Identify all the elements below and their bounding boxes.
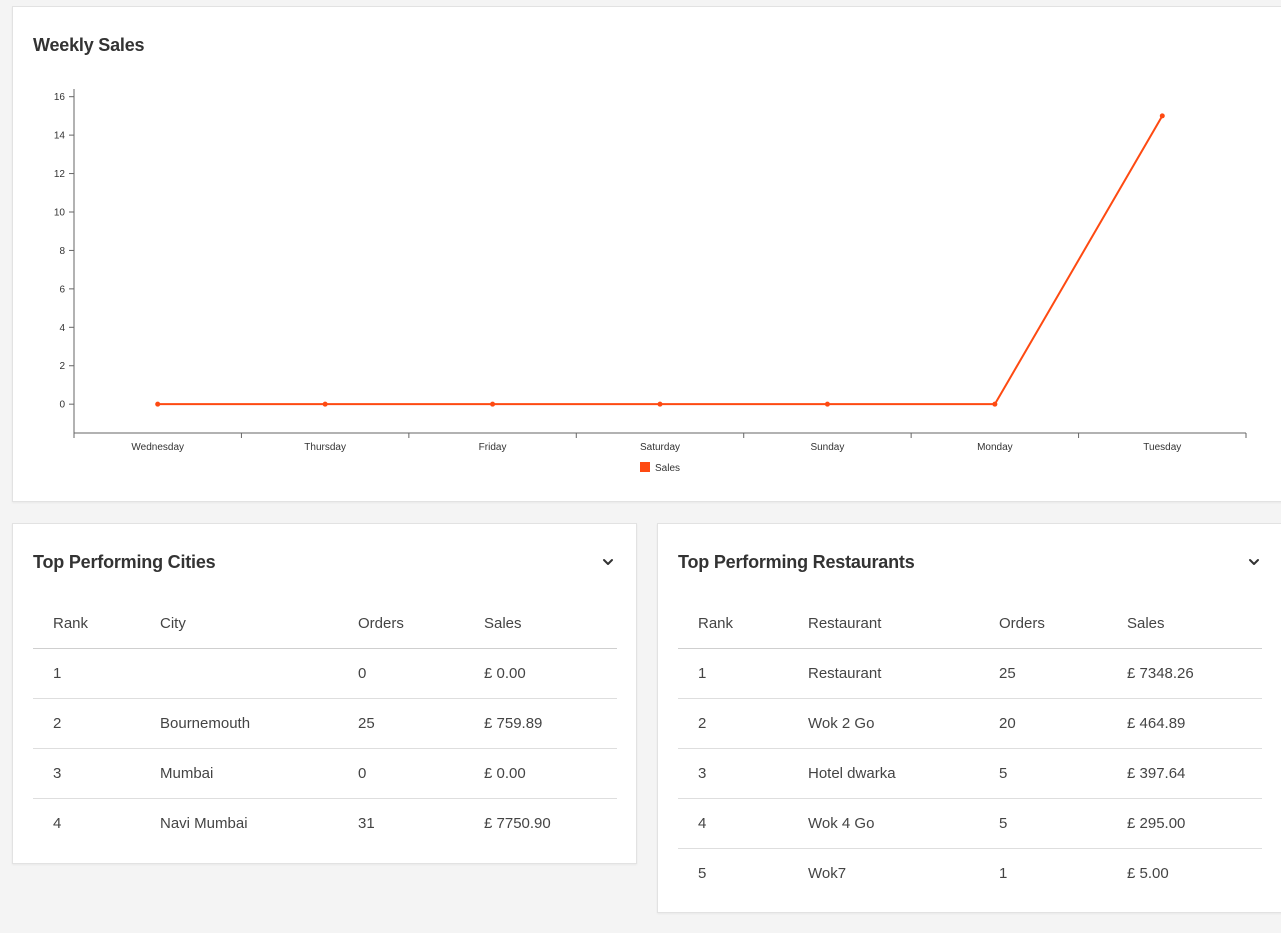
- sales-data-point: [155, 401, 161, 407]
- table-cell: 4: [678, 798, 788, 849]
- sales-data-point: [1159, 113, 1165, 119]
- table-cell: 5: [979, 748, 1107, 799]
- chevron-down-icon[interactable]: [601, 555, 615, 569]
- table-row: 2 Bournemouth 25 £ 759.89: [33, 698, 617, 749]
- sales-data-point: [322, 401, 328, 407]
- table-cell: 5: [698, 864, 707, 882]
- page-footer-strip: [0, 933, 1281, 945]
- x-tick-label: Wednesday: [131, 442, 184, 453]
- weekly-sales-chart: 0 2 4 6 8 10 12 14 16 Wednesday Thursday Friday Satu…: [54, 89, 1247, 474]
- table-cell: £ 0.00: [464, 748, 617, 799]
- legend-label: Sales: [655, 463, 680, 474]
- column-header: Orders: [979, 600, 1107, 649]
- table-cell: Hotel dwarka: [788, 748, 979, 799]
- top-cities-table: Rank City Orders Sales 1 0 £ 0.00 2 Bournemouth…: [33, 600, 617, 848]
- legend-swatch: [640, 462, 650, 472]
- y-tick-label: 14: [54, 131, 66, 142]
- table-header-row: Rank City Orders Sales: [33, 600, 617, 649]
- column-header: Sales: [464, 600, 617, 649]
- table-row: 4 Navi Mumbai 31 £ 7750.90: [33, 798, 617, 848]
- table-cell: Mumbai: [140, 748, 338, 799]
- table-cell: 5: [979, 798, 1107, 849]
- weekly-sales-card: Weekly Sales 0 2 4 6 8 10 12 14 16 Wednesday Thurs…: [12, 6, 1281, 502]
- table-row: 1 0 £ 0.00: [33, 648, 617, 699]
- table-row: 1 Restaurant 25 £ 7348.26: [678, 648, 1262, 699]
- table-cell: 1: [678, 648, 788, 699]
- y-tick-label: 4: [59, 323, 65, 334]
- table-cell: £ 397.64: [1107, 748, 1262, 799]
- table-cell: £ 7348.26: [1107, 648, 1262, 699]
- table-cell: £ 295.00: [1107, 798, 1262, 849]
- top-restaurants-title: Top Performing Restaurants: [678, 552, 915, 572]
- table-row: 3 Hotel dwarka 5 £ 397.64: [678, 748, 1262, 799]
- x-tick-label: Sunday: [810, 442, 844, 453]
- y-tick-label: 10: [54, 207, 66, 218]
- table-cell: 0: [338, 748, 464, 799]
- table-row: 4 Wok 4 Go 5 £ 295.00: [678, 798, 1262, 849]
- x-tick-label: Tuesday: [1143, 442, 1181, 453]
- table-row: 3 Mumbai 0 £ 0.00: [33, 748, 617, 799]
- x-tick-label: Monday: [977, 442, 1013, 453]
- chevron-down-icon[interactable]: [1247, 555, 1261, 569]
- column-header: Restaurant: [788, 600, 979, 649]
- table-cell: 1: [999, 864, 1008, 882]
- table-cell: £ 0.00: [464, 648, 617, 699]
- table-header-row: Rank Restaurant Orders Sales: [678, 600, 1262, 649]
- table-cell: Restaurant: [788, 648, 979, 699]
- table-cell: Wok 2 Go: [788, 698, 979, 749]
- table-cell: 3: [678, 748, 788, 799]
- y-tick-label: 16: [54, 92, 66, 103]
- column-header: Orders: [338, 600, 464, 649]
- table-row: 5 Wok7 1 £ 5.00: [678, 848, 1262, 898]
- table-cell: 1: [33, 648, 140, 699]
- sales-data-point: [657, 401, 663, 407]
- table-cell: 25: [338, 698, 464, 749]
- top-restaurants-card: Top Performing Restaurants Rank Restauran…: [657, 523, 1281, 913]
- column-header: Rank: [678, 600, 788, 649]
- x-tick-label: Friday: [479, 442, 507, 453]
- table-cell: 4: [53, 814, 62, 832]
- table-cell: Navi Mumbai: [160, 814, 248, 832]
- column-header: Rank: [33, 600, 140, 649]
- table-cell: 2: [678, 698, 788, 749]
- y-tick-label: 12: [54, 169, 66, 180]
- x-tick-label: Saturday: [640, 442, 680, 453]
- table-cell: 0: [338, 648, 464, 699]
- table-cell: Bournemouth: [140, 698, 338, 749]
- table-cell: 31: [358, 814, 375, 832]
- table-cell: 20: [979, 698, 1107, 749]
- sales-data-point: [490, 401, 496, 407]
- sales-data-point: [824, 401, 830, 407]
- table-cell: £ 7750.90: [484, 814, 551, 832]
- table-cell: 3: [33, 748, 140, 799]
- y-tick-label: 8: [59, 246, 65, 257]
- sales-data-point: [992, 401, 998, 407]
- table-cell: Wok7: [808, 864, 847, 882]
- column-header: City: [140, 600, 338, 649]
- column-header: Sales: [1107, 600, 1262, 649]
- top-cities-card: Top Performing Cities Rank City Orders Sale…: [12, 523, 637, 864]
- x-tick-label: Thursday: [304, 442, 346, 453]
- y-tick-label: 0: [59, 400, 65, 411]
- table-row: 2 Wok 2 Go 20 £ 464.89: [678, 698, 1262, 749]
- sales-series-line: [157, 115, 1164, 406]
- table-cell: [140, 648, 338, 699]
- table-cell: 2: [33, 698, 140, 749]
- top-cities-title: Top Performing Cities: [33, 552, 216, 572]
- table-cell: 25: [979, 648, 1107, 699]
- table-cell: Wok 4 Go: [788, 798, 979, 849]
- top-restaurants-table: Rank Restaurant Orders Sales 1 Restaurant 25 £…: [678, 600, 1262, 898]
- y-tick-label: 2: [59, 361, 65, 372]
- y-tick-label: 6: [59, 284, 65, 295]
- table-cell: £ 464.89: [1107, 698, 1262, 749]
- table-cell: £ 5.00: [1127, 864, 1169, 882]
- table-cell: £ 759.89: [464, 698, 617, 749]
- weekly-sales-title: Weekly Sales: [33, 35, 145, 55]
